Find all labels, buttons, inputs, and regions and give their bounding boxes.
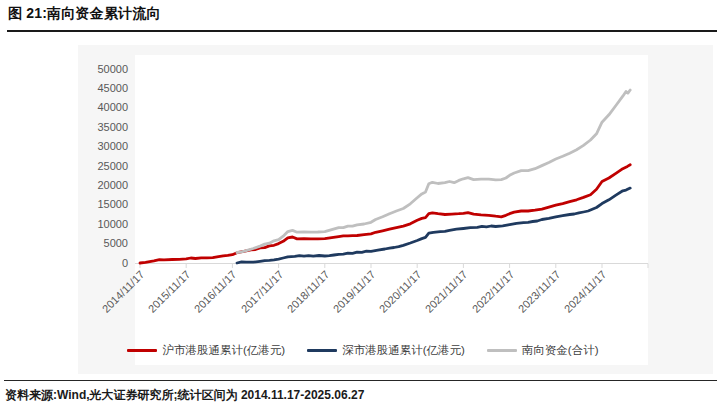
y-axis-tick-label: 0	[70, 257, 128, 270]
plot-area	[135, 55, 648, 365]
legend-line-swatch	[487, 349, 517, 352]
y-axis-tick-label: 10000	[70, 218, 128, 231]
legend-line-swatch	[127, 349, 157, 352]
y-axis-tick-label: 50000	[70, 63, 128, 76]
legend-item: 沪市港股通累计(亿港元)	[127, 343, 285, 358]
y-axis-tick-label: 35000	[70, 121, 128, 134]
legend-line-swatch	[307, 349, 337, 352]
title-underline	[7, 30, 717, 32]
y-axis-tick-label: 40000	[70, 101, 128, 114]
y-axis-tick-label: 5000	[70, 237, 128, 250]
legend: 沪市港股通累计(亿港元) 深市港股通累计(亿港元) 南向资金(合计)	[78, 343, 648, 358]
source-note: 资料来源:Wind,光大证券研究所;统计区间为 2014.11.17-2025.…	[5, 387, 364, 404]
y-axis-tick-label: 20000	[70, 179, 128, 192]
figure-title: 图 21:南向资金累计流向	[8, 5, 161, 23]
report-figure: 图 21:南向资金累计流向 0 5000 10000 15000 20000 25000 3…	[0, 0, 725, 410]
y-axis-tick-label: 15000	[70, 198, 128, 211]
legend-item: 深市港股通累计(亿港元)	[307, 343, 465, 358]
y-axis-tick-label: 25000	[70, 160, 128, 173]
y-axis-tick-label: 45000	[70, 82, 128, 95]
source-divider	[4, 380, 717, 381]
legend-label: 深市港股通累计(亿港元)	[342, 343, 465, 358]
legend-item: 南向资金(合计)	[487, 343, 599, 358]
legend-label: 南向资金(合计)	[522, 343, 599, 358]
legend-label: 沪市港股通累计(亿港元)	[162, 343, 285, 358]
y-axis-tick-label: 30000	[70, 140, 128, 153]
